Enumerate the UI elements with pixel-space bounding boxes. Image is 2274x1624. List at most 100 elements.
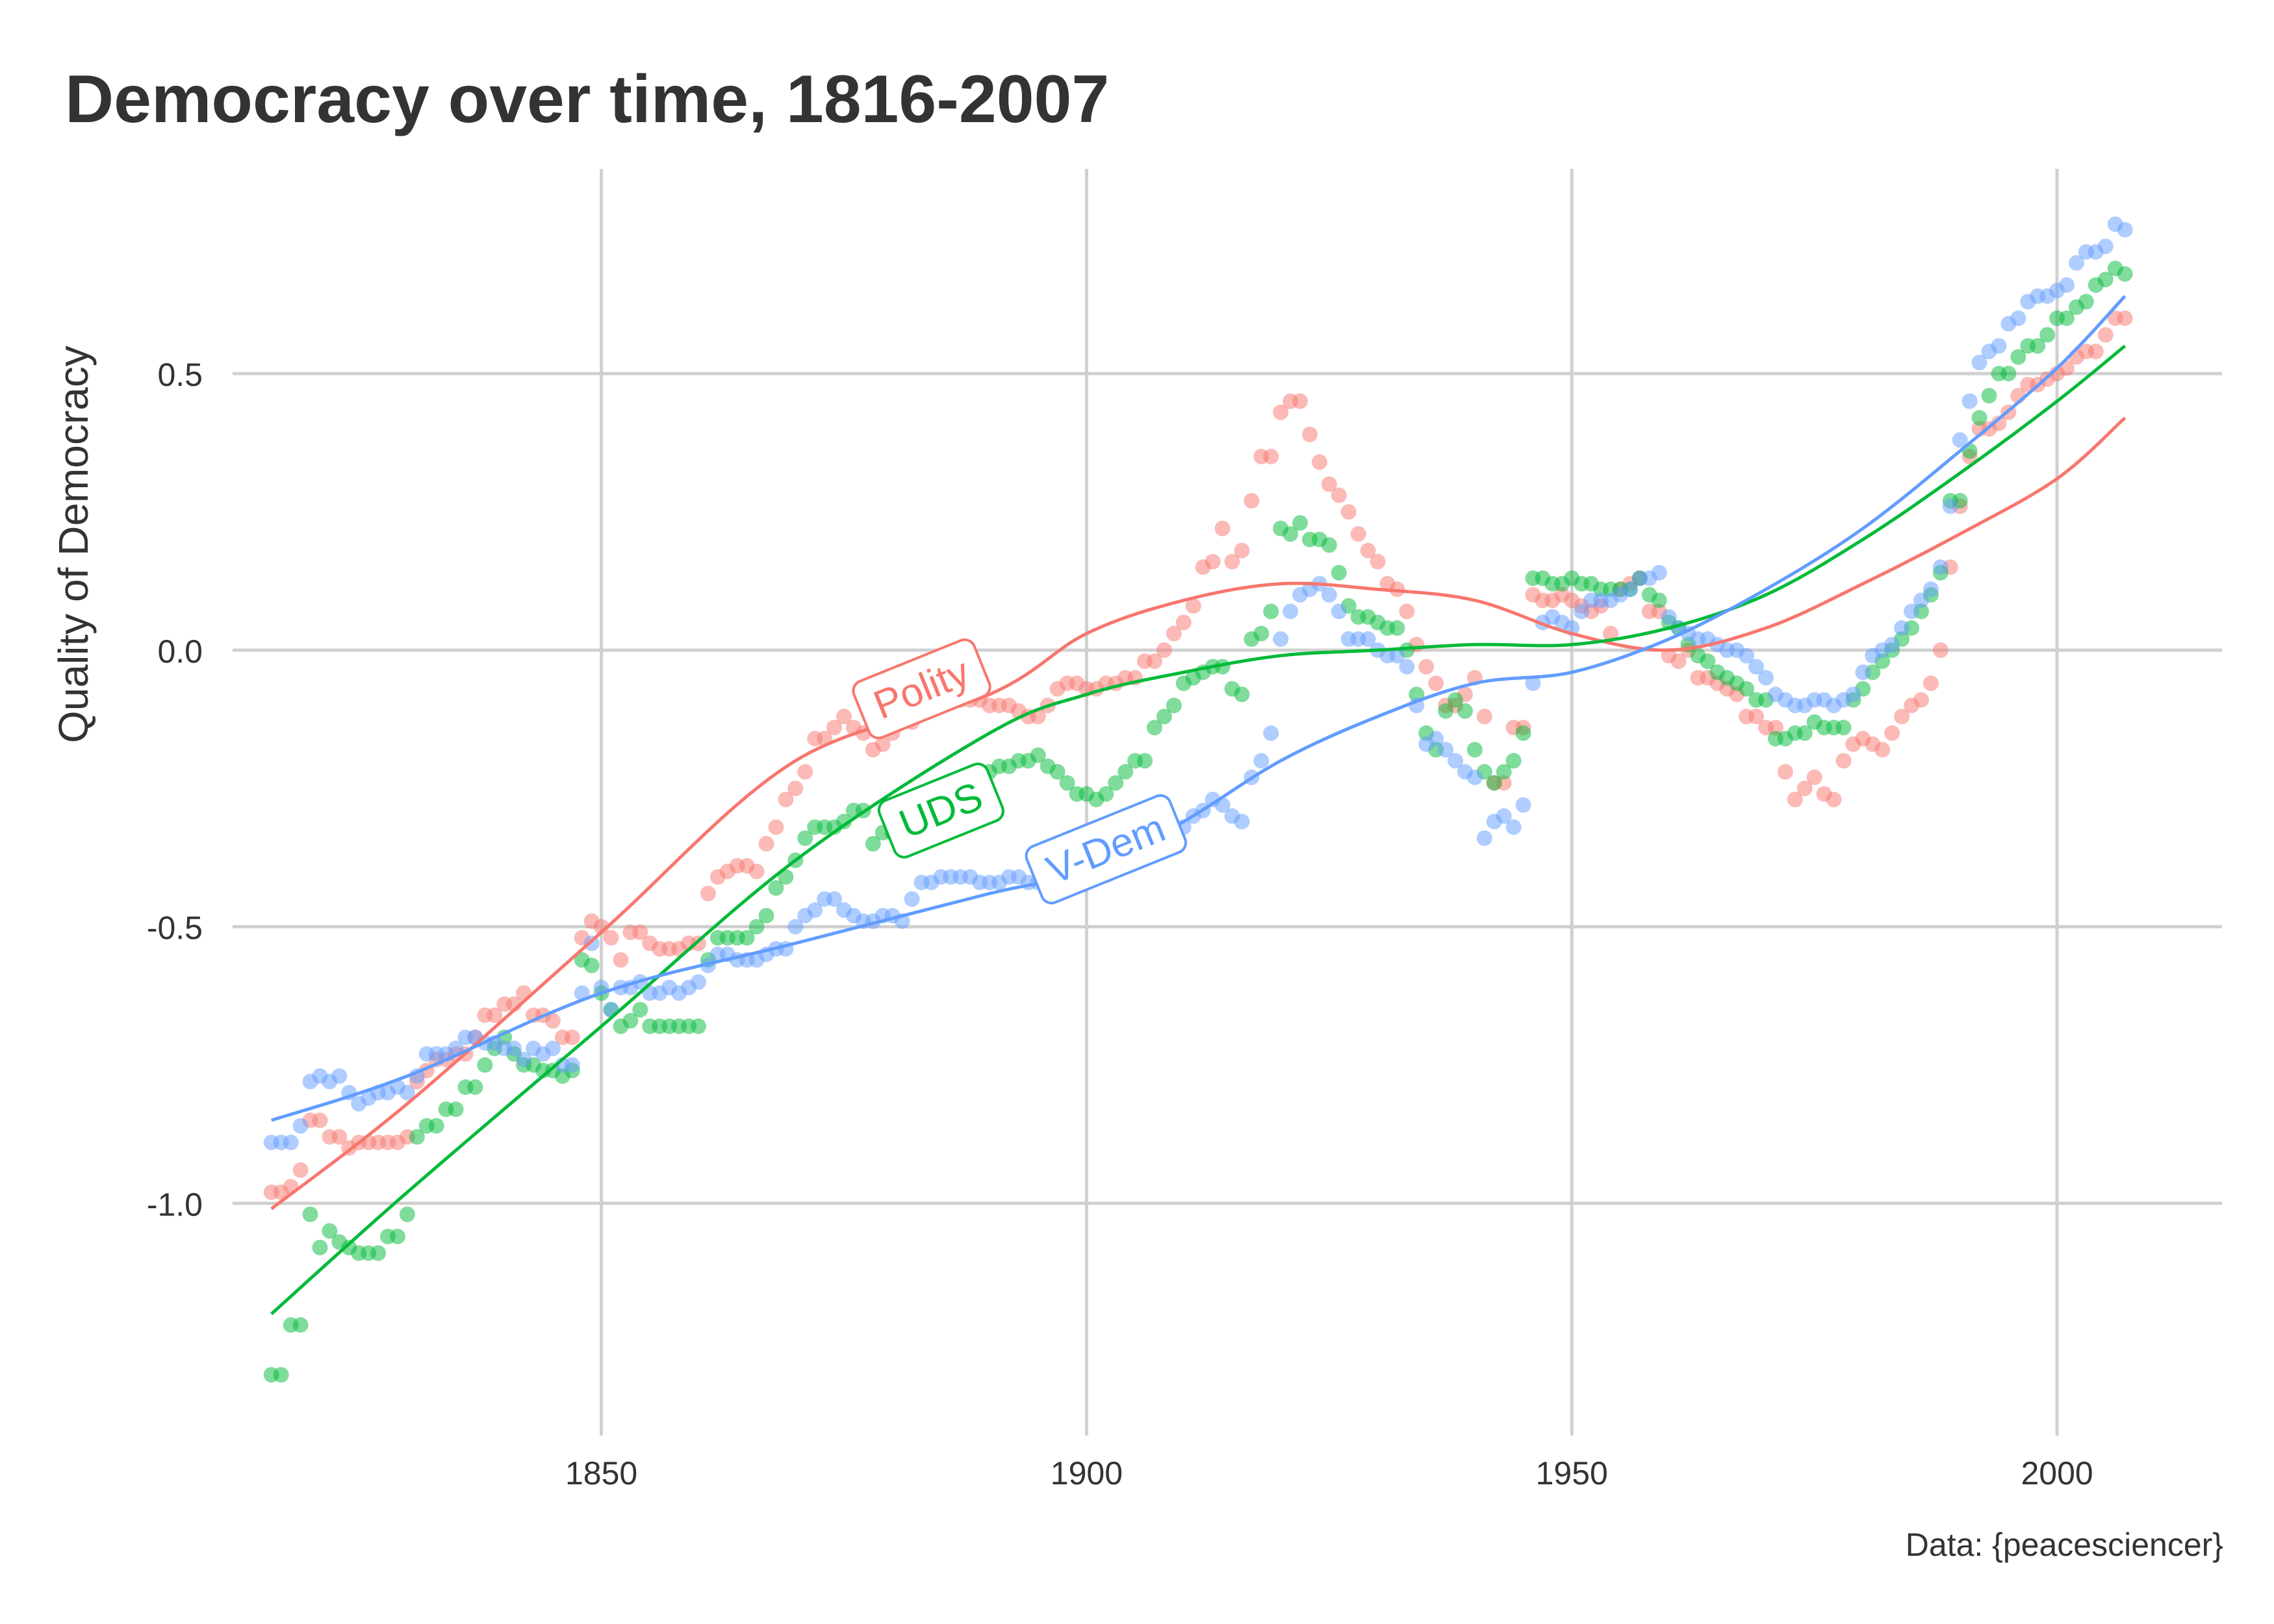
v-dem-point <box>1253 753 1270 769</box>
polity-point <box>1787 791 1803 807</box>
polity-point <box>1244 492 1260 509</box>
v-dem-point <box>1466 769 1483 785</box>
polity-point <box>2088 344 2104 360</box>
uds-point <box>312 1239 328 1256</box>
uds-point <box>399 1206 415 1223</box>
uds-point <box>768 880 784 896</box>
polity-point <box>613 952 629 968</box>
v-dem-point <box>1884 637 1900 653</box>
v-dem-point <box>904 891 920 907</box>
smoothed-lines <box>270 295 2127 1315</box>
uds-point <box>1389 620 1405 636</box>
v-dem-point <box>1651 565 1667 581</box>
x-tick-label: 2000 <box>2021 1455 2093 1491</box>
uds-point <box>467 1079 483 1095</box>
polity-point <box>1214 520 1231 537</box>
polity-point <box>1777 764 1793 780</box>
polity-point <box>1418 659 1435 675</box>
uds-point <box>1796 725 1813 741</box>
uds-point <box>583 958 600 974</box>
polity-point <box>768 819 784 835</box>
uds-point <box>1438 703 1454 719</box>
uds-point <box>758 907 774 924</box>
uds-point <box>1835 720 1852 736</box>
polity-point <box>1301 426 1318 442</box>
v-dem-point <box>1448 753 1464 769</box>
polity-point <box>1923 675 1939 691</box>
uds-point <box>1486 775 1502 791</box>
v-dem-point <box>1661 609 1677 625</box>
uds-point <box>1030 747 1046 763</box>
polity-point <box>1350 526 1366 542</box>
uds-point <box>1651 592 1667 609</box>
uds-point <box>1981 388 1997 404</box>
uds-label-box <box>877 762 1004 859</box>
x-tick-label: 1950 <box>1536 1455 1608 1491</box>
uds-point <box>2000 366 2017 382</box>
polity-point <box>700 885 716 902</box>
uds-point <box>2078 294 2094 310</box>
x-tick-label: 1850 <box>565 1455 637 1491</box>
v-dem-point <box>1894 620 1910 636</box>
polity-point <box>1340 503 1357 520</box>
v-dem-smooth-line <box>270 295 2127 1122</box>
uds-point <box>2030 338 2046 354</box>
v-dem-points <box>263 216 2133 1150</box>
polity-point <box>564 1029 580 1045</box>
v-dem-point <box>1739 648 1755 664</box>
y-tick-label: 0.0 <box>157 633 203 670</box>
uds-point <box>1253 626 1270 642</box>
uds-point <box>370 1245 387 1261</box>
polity-point <box>1224 553 1240 570</box>
polity-point <box>1826 791 1842 807</box>
v-dem-point <box>690 974 706 990</box>
polity-point <box>1399 603 1415 620</box>
uds-point <box>622 1013 639 1029</box>
uds-point <box>1059 775 1075 791</box>
polity-point <box>632 924 648 941</box>
uds-point <box>1049 764 1066 780</box>
polity-point <box>758 835 774 852</box>
v-dem-point <box>1321 587 1337 603</box>
polity-point <box>1874 742 1891 758</box>
v-dem-point <box>283 1134 299 1150</box>
polity-point <box>797 764 813 780</box>
uds-point <box>273 1367 289 1383</box>
v-dem-point <box>1234 813 1250 830</box>
v-dem-point <box>1428 731 1444 747</box>
v-dem-point <box>1923 581 1939 598</box>
polity-point <box>1311 454 1327 470</box>
polity-point <box>1292 393 1309 409</box>
polity-point <box>1156 642 1172 658</box>
v-dem-label-box <box>1025 794 1187 905</box>
v-dem-point <box>1574 603 1590 620</box>
polity-point <box>292 1162 309 1178</box>
polity-point <box>1185 598 1201 614</box>
polity-label-box <box>852 638 991 740</box>
polity-point <box>1796 780 1813 796</box>
y-tick-label: 0.5 <box>157 357 203 393</box>
v-dem-point <box>1360 631 1376 647</box>
uds-point <box>1118 764 1134 780</box>
uds-point <box>1156 709 1172 725</box>
v-dem-point <box>2059 277 2075 293</box>
uds-point <box>1466 742 1483 758</box>
y-axis-title: Quality of Democracy <box>50 346 97 743</box>
polity-point <box>1321 476 1337 492</box>
v-dem-point <box>1913 592 1929 609</box>
polity-point <box>1370 553 1386 570</box>
polity-point <box>836 709 852 725</box>
polity-point <box>1913 692 1929 708</box>
v-dem-point <box>506 1040 522 1056</box>
polity-point <box>312 1112 328 1128</box>
uds-point <box>1496 764 1512 780</box>
v-dem-point <box>1845 686 1861 702</box>
uds-point <box>1137 753 1153 769</box>
uds-point <box>1283 526 1299 542</box>
v-dem-point <box>516 1051 532 1067</box>
uds-point <box>1448 692 1464 708</box>
v-dem-point <box>1399 659 1415 675</box>
uds-point <box>836 813 852 830</box>
polity-point <box>1263 448 1279 464</box>
uds-point <box>2059 310 2075 326</box>
